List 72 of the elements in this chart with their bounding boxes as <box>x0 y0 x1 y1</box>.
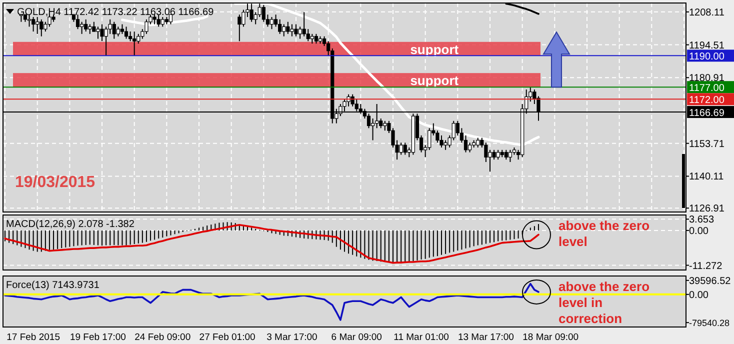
annotation: 19/03/2015 <box>15 174 96 191</box>
candlestick <box>278 18 282 34</box>
y-tick-label: 1126.91 <box>689 204 725 215</box>
chart-title: MACD(12,26,9) 2.078 -1.382 <box>6 219 135 230</box>
candlestick <box>370 118 375 141</box>
candlestick <box>40 18 44 37</box>
x-tick-label: 6 Mar 09:00 <box>331 332 382 343</box>
candlestick <box>152 14 156 25</box>
candlestick <box>322 36 326 47</box>
ref-line-label: 1190.00 <box>689 52 725 63</box>
candlestick <box>32 16 36 32</box>
candlestick <box>314 33 318 44</box>
band-label: support <box>410 73 460 88</box>
y-tick-label: 3.653 <box>689 214 714 226</box>
candlestick <box>383 120 387 132</box>
candlestick <box>492 149 496 160</box>
candlestick <box>310 33 314 44</box>
x-tick-label: 13 Mar 17:00 <box>458 332 514 343</box>
candlestick <box>120 24 124 34</box>
candlestick <box>508 149 512 162</box>
candlestick <box>403 142 407 156</box>
candlestick <box>238 14 242 42</box>
candlestick <box>76 14 80 30</box>
y-tick-label: 1194.51 <box>689 40 725 52</box>
chart-title: Force(13) 7143.9731 <box>6 280 100 291</box>
candlestick <box>302 12 306 37</box>
candlestick <box>124 26 128 40</box>
ref-line-label: 1177.00 <box>689 83 725 94</box>
candlestick <box>84 18 88 32</box>
x-tick-label: 27 Feb 01:00 <box>199 332 256 343</box>
candlestick <box>108 18 112 34</box>
x-tick-label: 24 Feb 09:00 <box>134 332 191 343</box>
candlestick <box>496 149 500 160</box>
annotation: above the zero level <box>558 218 650 249</box>
y-tick-label: 39596.52 <box>689 276 732 287</box>
candlestick <box>298 26 302 40</box>
candlestick <box>132 31 136 56</box>
x-tick-label: 19 Feb 17:00 <box>70 332 126 343</box>
candlestick <box>160 16 164 28</box>
x-tick-label: 3 Mar 17:00 <box>266 332 318 343</box>
ref-line-label: 1166.69 <box>689 108 725 119</box>
y-tick-label: 1140.11 <box>689 172 724 183</box>
candlestick <box>100 24 104 42</box>
y-tick-label: -79540.28 <box>689 318 730 328</box>
annotation: above the zero level in correction <box>558 279 650 326</box>
candlestick <box>286 21 290 34</box>
x-tick-label: 11 Mar 01:00 <box>394 332 449 343</box>
y-tick-label: 1153.71 <box>689 138 725 150</box>
candlestick <box>88 24 92 34</box>
candlestick <box>440 134 444 148</box>
band-label: support <box>410 42 460 57</box>
candlestick <box>504 149 508 160</box>
y-tick-label: 0.00 <box>689 226 709 237</box>
candlestick <box>306 28 310 42</box>
x-tick-label: 17 Feb 2015 <box>6 332 60 343</box>
candlestick <box>80 21 84 34</box>
candlestick <box>112 21 116 40</box>
chart-title: GOLD,H4 1172.42 1173.22 1163.06 1166.69 <box>17 7 214 18</box>
candlestick <box>168 14 173 25</box>
candlestick <box>116 26 120 37</box>
candlestick <box>96 26 100 40</box>
candlestick <box>270 16 274 30</box>
y-tick-label: -11.272 <box>689 260 723 272</box>
y-tick-label: 0.00 <box>689 290 709 301</box>
ref-line-label: 1172.00 <box>689 95 725 106</box>
candlestick <box>294 24 298 37</box>
candlestick <box>290 24 294 37</box>
candlestick <box>156 14 160 28</box>
candlestick <box>464 134 468 153</box>
candlestick <box>282 24 286 37</box>
x-tick-label: 18 Mar 09:00 <box>522 332 579 343</box>
y-tick-label: 1208.11 <box>689 7 725 18</box>
